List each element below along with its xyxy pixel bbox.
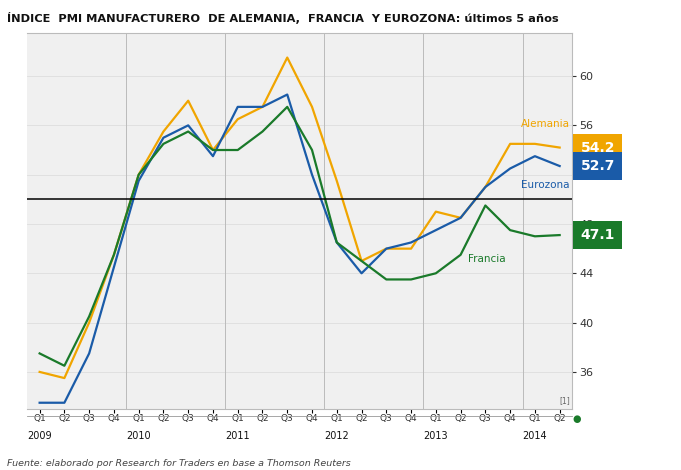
Text: 54.2: 54.2 (581, 141, 615, 155)
Text: 2014: 2014 (522, 431, 548, 441)
Text: Eurozona: Eurozona (522, 180, 570, 190)
Text: Fuente: elaborado por Research for Traders en base a Thomson Reuters: Fuente: elaborado por Research for Trade… (7, 459, 351, 468)
Text: 2012: 2012 (324, 431, 349, 441)
Text: Alemania: Alemania (521, 119, 570, 129)
Text: 52.7: 52.7 (581, 159, 615, 173)
Text: 2013: 2013 (424, 431, 448, 441)
Text: ÍNDICE  PMI MANUFACTURERO  DE ALEMANIA,  FRANCIA  Y EUROZONA: últimos 5 años: ÍNDICE PMI MANUFACTURERO DE ALEMANIA, FR… (7, 12, 558, 24)
Text: 47.1: 47.1 (581, 228, 615, 242)
Text: 2011: 2011 (225, 431, 250, 441)
Text: [1]: [1] (560, 396, 571, 405)
Text: 2009: 2009 (27, 431, 52, 441)
Text: Francia: Francia (468, 254, 505, 264)
Text: ●: ● (573, 414, 582, 424)
Text: 2010: 2010 (127, 431, 151, 441)
